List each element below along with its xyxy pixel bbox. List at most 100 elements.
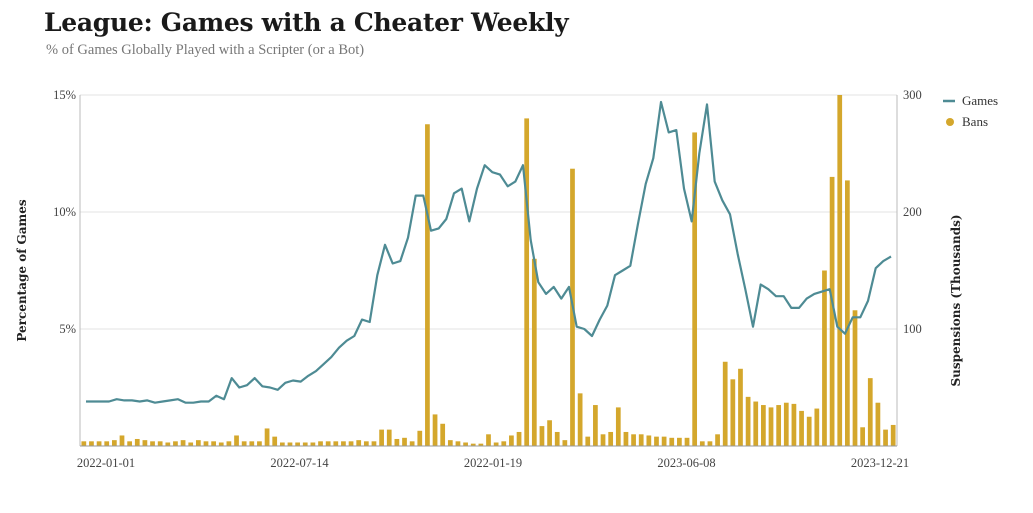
x-tick-label: 2022-01-01	[77, 456, 135, 470]
bans-bar	[608, 431, 614, 446]
bans-bar	[287, 442, 293, 446]
legend-games-label: Games	[962, 93, 998, 108]
bans-bar	[585, 436, 591, 446]
axes: 5% 10% 15% 100 200 300 2022-01-01 2022-07-14 202…	[15, 88, 963, 470]
bans-bar	[867, 378, 873, 446]
legend-bans-swatch	[946, 118, 954, 126]
games-line-group	[86, 100, 892, 404]
bans-bar	[677, 437, 682, 446]
bans-bar	[150, 441, 155, 446]
bans-bar	[157, 441, 163, 446]
legend-bans-label: Bans	[962, 114, 988, 129]
bans-bar	[119, 435, 125, 446]
x-tick-label: 2023-06-08	[657, 456, 715, 470]
bans-bar	[234, 435, 239, 446]
bans-bar	[188, 442, 194, 446]
y-right-axis-title: Suspensions (Thousands)	[949, 214, 963, 386]
bans-bar	[661, 436, 667, 446]
bans-bar	[478, 443, 484, 446]
chart-title: League: Games with a Cheater Weekly	[44, 8, 569, 37]
bans-bar	[600, 434, 606, 446]
bans-bar	[325, 441, 331, 446]
y-left-tick-label: 15%	[53, 88, 76, 102]
bans-bar	[837, 95, 843, 446]
bans-bar	[845, 180, 850, 446]
bans-bar	[753, 401, 759, 446]
y-left-tick-label: 10%	[53, 205, 76, 219]
bans-bar	[493, 442, 499, 446]
legend: Games Bans	[943, 93, 998, 129]
bans-bar	[333, 441, 339, 446]
bans-bar	[310, 442, 316, 446]
bans-bar	[638, 434, 644, 446]
bans-bar	[501, 441, 507, 446]
bans-bar	[822, 270, 827, 446]
bans-bar	[417, 430, 423, 446]
bans-bar	[218, 442, 224, 446]
bans-bars	[81, 95, 896, 447]
bans-bar	[692, 132, 698, 446]
bans-bar	[669, 437, 675, 446]
bans-bar	[852, 310, 858, 446]
bans-bar	[631, 434, 636, 446]
bans-bar	[348, 441, 354, 446]
bans-bar	[890, 424, 896, 446]
bans-bar	[142, 440, 148, 446]
bans-bar	[402, 437, 407, 446]
bans-bar	[829, 176, 835, 446]
bans-bar	[455, 441, 461, 446]
bans-bar	[539, 426, 545, 446]
bans-bar	[356, 440, 362, 446]
bans-bar	[547, 420, 552, 446]
bans-bar	[409, 441, 415, 446]
bans-bar	[768, 407, 774, 446]
bans-bar	[440, 423, 446, 446]
bans-bar	[318, 441, 323, 446]
bans-bar	[791, 403, 797, 446]
bans-bar	[623, 431, 629, 446]
bans-bar	[226, 441, 232, 446]
bans-bar	[432, 414, 438, 446]
bans-bar	[264, 428, 270, 446]
bans-bar	[486, 434, 491, 446]
bans-bar	[707, 441, 713, 446]
bans-bar	[257, 441, 262, 446]
bans-bar	[783, 402, 789, 446]
games-line	[86, 100, 892, 404]
bans-bar	[165, 442, 171, 446]
bans-bar	[554, 431, 560, 446]
bans-bar	[577, 393, 583, 446]
x-tick-label: 2022-07-14	[270, 456, 329, 470]
bans-bar	[875, 402, 881, 446]
bans-bar	[470, 443, 476, 446]
bans-bar	[814, 408, 820, 446]
bans-bar	[516, 431, 522, 446]
bans-bar	[241, 441, 247, 446]
bans-bar	[394, 438, 400, 446]
y-left-axis-title: Percentage of Games	[15, 199, 29, 342]
bans-bar	[883, 429, 888, 446]
bans-bar	[104, 441, 110, 446]
chart-subtitle: % of Games Globally Played with a Script…	[46, 42, 365, 58]
bans-bar	[203, 441, 209, 446]
y-right-tick-label: 200	[903, 205, 922, 219]
bans-bar	[730, 379, 736, 446]
bans-bar	[81, 441, 87, 446]
bans-bar	[371, 441, 377, 446]
bans-bar	[722, 361, 728, 446]
grid-lines	[80, 94, 897, 330]
bans-bar	[615, 407, 621, 446]
bans-bar	[302, 442, 308, 446]
y-left-tick-label: 5%	[59, 322, 76, 336]
bans-bar	[562, 440, 568, 446]
bans-bar	[386, 429, 392, 446]
bans-bar	[272, 436, 278, 446]
bans-bar	[699, 441, 705, 446]
bans-bar	[89, 441, 94, 446]
bans-bar	[463, 442, 468, 446]
bans-bar	[249, 441, 255, 446]
bans-bar	[379, 429, 384, 446]
bans-bar	[341, 441, 346, 446]
bans-bar	[363, 441, 369, 446]
